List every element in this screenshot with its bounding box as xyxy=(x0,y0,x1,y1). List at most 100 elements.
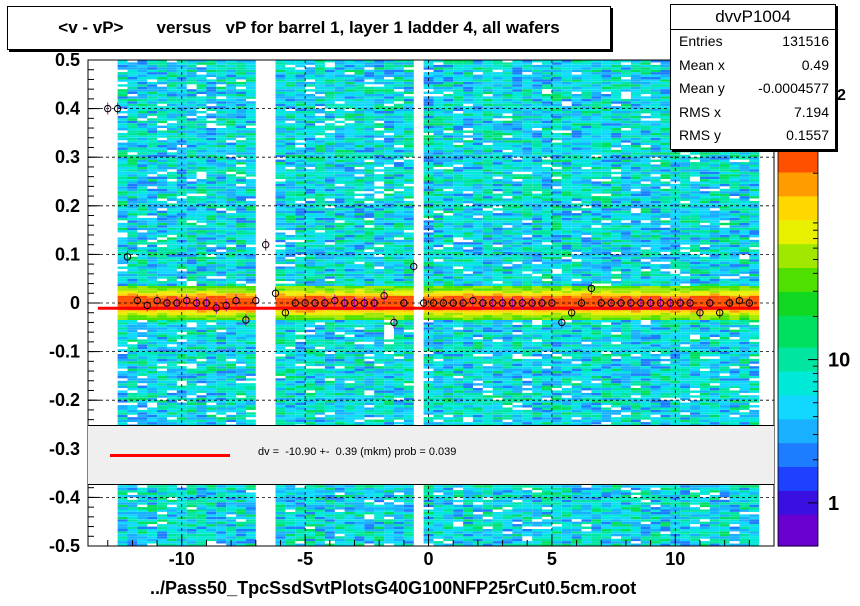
heatmap-cell xyxy=(394,273,404,277)
heatmap-cell xyxy=(206,390,217,393)
heatmap-cell xyxy=(344,264,355,267)
heatmap-cell xyxy=(236,407,246,410)
heatmap-cell xyxy=(285,502,296,505)
heatmap-cell xyxy=(176,249,187,252)
heatmap-cell xyxy=(167,531,177,534)
heatmap-cell xyxy=(206,499,217,503)
heatmap-cell xyxy=(394,509,404,512)
heatmap-cell xyxy=(394,392,404,396)
heatmap-cell xyxy=(186,400,197,403)
heatmap-cell xyxy=(275,397,286,401)
heatmap-cell xyxy=(167,118,177,121)
heatmap-cell xyxy=(354,339,365,342)
heatmap-cell xyxy=(127,298,138,301)
heatmap-cell xyxy=(157,196,167,199)
heatmap-cell xyxy=(216,77,227,80)
heatmap-cell xyxy=(117,118,128,121)
heatmap-cell xyxy=(226,98,237,102)
heatmap-cell xyxy=(206,247,217,250)
heatmap-cell xyxy=(226,132,237,136)
heatmap-cell xyxy=(236,130,246,133)
heatmap-cell xyxy=(384,147,394,150)
heatmap-cell xyxy=(295,60,306,63)
heatmap-cell xyxy=(147,249,158,252)
heatmap-cell xyxy=(295,490,306,493)
heatmap-cell xyxy=(364,402,375,405)
heatmap-cell xyxy=(324,417,335,420)
heatmap-cell xyxy=(147,193,158,196)
heatmap-cell xyxy=(117,169,128,172)
heatmap-cell xyxy=(354,322,365,325)
heatmap-cell xyxy=(344,179,355,182)
heatmap-cell xyxy=(137,390,148,393)
heatmap-cell xyxy=(176,322,187,325)
heatmap-cell xyxy=(275,492,286,495)
heatmap-cell xyxy=(344,378,355,381)
heatmap-cell xyxy=(176,526,187,529)
heatmap-cell xyxy=(295,278,306,282)
heatmap-cell xyxy=(334,315,345,318)
heatmap-cell xyxy=(285,533,296,537)
heatmap-cell xyxy=(157,366,167,369)
heatmap-cell xyxy=(285,111,296,114)
heatmap-cell xyxy=(206,509,217,512)
heatmap-cell xyxy=(354,247,365,250)
heatmap-cell xyxy=(315,74,325,77)
heatmap-cell xyxy=(344,407,355,410)
heatmap-cell xyxy=(147,152,158,155)
heatmap-cell xyxy=(127,249,138,252)
heatmap-cell xyxy=(245,249,256,252)
heatmap-cell xyxy=(206,516,217,520)
heatmap-cell xyxy=(226,312,237,316)
heatmap-cell xyxy=(324,271,335,274)
heatmap-cell xyxy=(226,310,237,313)
heatmap-cell xyxy=(206,485,217,488)
heatmap-cell xyxy=(196,74,207,77)
heatmap-cell xyxy=(127,412,138,415)
heatmap-cell xyxy=(216,62,227,65)
heatmap-cell xyxy=(236,256,246,260)
heatmap-cell xyxy=(117,541,128,544)
heatmap-cell xyxy=(137,225,148,228)
heatmap-cell xyxy=(147,244,158,248)
heatmap-cell xyxy=(216,203,227,206)
heatmap-cell xyxy=(245,67,256,70)
heatmap-cell xyxy=(117,354,128,357)
heatmap-cell xyxy=(226,118,237,121)
heatmap-cell xyxy=(305,288,316,291)
heatmap-cell xyxy=(117,397,128,401)
heatmap-cell xyxy=(167,521,177,525)
heatmap-cell xyxy=(315,298,325,301)
heatmap-cell xyxy=(206,220,217,223)
heatmap-cell xyxy=(344,191,355,194)
heatmap-cell xyxy=(364,115,375,119)
heatmap-cell xyxy=(127,536,138,539)
heatmap-cell xyxy=(324,507,335,510)
heatmap-cell xyxy=(295,303,306,306)
heatmap-cell xyxy=(354,512,365,515)
heatmap-cell xyxy=(334,200,345,204)
heatmap-cell xyxy=(196,324,207,328)
heatmap-cell xyxy=(285,378,296,381)
heatmap-cell xyxy=(305,227,316,231)
heatmap-cell xyxy=(216,492,227,495)
heatmap-cell xyxy=(167,485,177,488)
heatmap-cell xyxy=(167,358,177,362)
heatmap-cell xyxy=(226,81,237,85)
heatmap-cell xyxy=(137,271,148,274)
heatmap-cell xyxy=(147,273,158,277)
heatmap-cell xyxy=(364,174,375,177)
heatmap-cell xyxy=(354,115,365,119)
heatmap-cell xyxy=(285,358,296,362)
heatmap-cell xyxy=(364,497,375,500)
heatmap-cell xyxy=(334,521,345,525)
heatmap-cell xyxy=(334,125,345,128)
heatmap-cell xyxy=(344,118,355,121)
heatmap-cell xyxy=(305,174,316,177)
heatmap-cell xyxy=(167,395,177,398)
heatmap-cell xyxy=(285,96,296,99)
heatmap-cell xyxy=(324,171,335,175)
heatmap-cell xyxy=(285,266,296,269)
heatmap-cell xyxy=(324,514,335,517)
heatmap-cell xyxy=(157,487,167,491)
